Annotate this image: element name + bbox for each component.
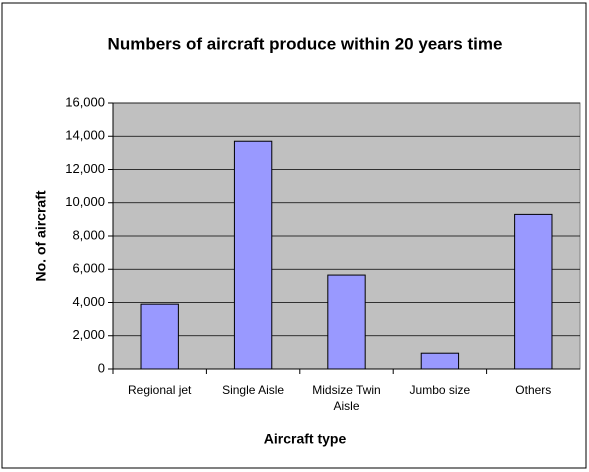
x-tick-label: Single Aisle xyxy=(222,383,285,397)
bar xyxy=(514,213,553,370)
y-tick-label: 10,000 xyxy=(65,194,105,209)
y-tick-label: 12,000 xyxy=(65,161,105,176)
y-tick-label: 2,000 xyxy=(72,327,105,342)
bar xyxy=(140,303,179,370)
y-tick-label: 14,000 xyxy=(65,128,105,143)
y-tick-label: 4,000 xyxy=(72,294,105,309)
x-tick-label: Jumbo size xyxy=(409,383,471,397)
x-tick-label: Midsize Twin Aisle xyxy=(312,383,381,413)
bar xyxy=(327,274,366,370)
x-tick-label: Regional jet xyxy=(128,383,192,397)
y-tick-label: 0 xyxy=(98,360,105,375)
bar xyxy=(420,352,460,370)
y-tick-label: 16,000 xyxy=(65,94,105,109)
bar xyxy=(233,140,273,370)
y-tick-label: 6,000 xyxy=(72,261,105,276)
chart-title: Numbers of aircraft produce within 20 ye… xyxy=(108,34,503,53)
x-axis-title: Aircraft type xyxy=(264,431,347,447)
y-tick-label: 8,000 xyxy=(72,227,105,242)
x-tick-label: Others xyxy=(515,383,552,397)
y-axis-title: No. of aircraft xyxy=(33,190,49,281)
